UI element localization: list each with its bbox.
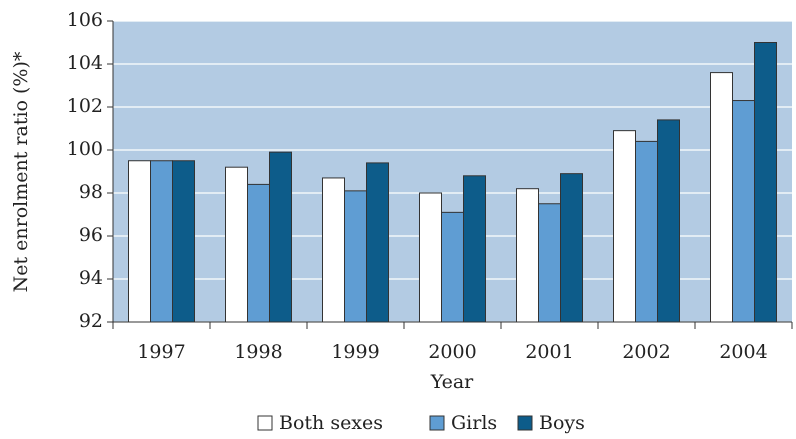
bar: [269, 151, 292, 323]
bar: [516, 188, 539, 323]
bar: [247, 183, 270, 323]
y-tick-label: 104: [67, 52, 103, 74]
bar: [419, 192, 442, 323]
bar: [366, 162, 389, 323]
bar: [710, 72, 733, 323]
y-tick-label: 102: [67, 95, 103, 117]
bar: [732, 100, 755, 323]
bar: [344, 190, 367, 323]
legend-label: Girls: [451, 412, 497, 434]
bar: [635, 140, 658, 323]
y-tick-label: 92: [79, 310, 103, 332]
y-tick-label: 96: [79, 224, 103, 246]
x-tick-label: 1998: [234, 341, 282, 363]
legend-swatch: [257, 415, 273, 431]
bar: [613, 130, 636, 323]
bar: [225, 166, 248, 323]
x-tick-label: 1999: [331, 341, 379, 363]
y-tick-label: 106: [67, 9, 103, 31]
bar: [150, 160, 173, 323]
bar: [560, 173, 583, 323]
bar: [463, 175, 486, 323]
x-axis-label: Year: [430, 371, 474, 393]
x-tick-label: 1997: [137, 341, 185, 363]
y-axis-label: Net enrolment ratio (%)*: [10, 51, 32, 292]
x-tick-label: 2004: [719, 341, 767, 363]
bar: [754, 42, 777, 323]
y-tick-label: 94: [79, 267, 103, 289]
bar: [128, 160, 151, 323]
bar: [538, 203, 561, 323]
x-tick-label: 2002: [622, 341, 670, 363]
y-tick-label: 98: [79, 181, 103, 203]
legend-label: Both sexes: [279, 412, 383, 434]
legend-swatch: [517, 415, 533, 431]
x-tick-label: 2000: [428, 341, 476, 363]
bar: [172, 160, 195, 323]
legend-label: Boys: [539, 412, 585, 434]
bar: [657, 119, 680, 323]
y-tick-label: 100: [67, 138, 103, 160]
bar: [322, 177, 345, 323]
x-tick-label: 2001: [525, 341, 573, 363]
bar: [441, 211, 464, 323]
legend-swatch: [429, 415, 445, 431]
